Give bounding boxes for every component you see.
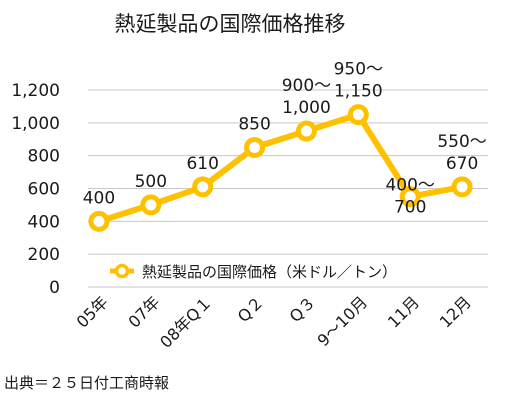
data-label: 850 — [238, 114, 270, 134]
y-tick-label: 800 — [28, 147, 60, 167]
series-group — [88, 104, 473, 232]
data-point — [192, 176, 214, 198]
data-label: 500 — [135, 172, 167, 192]
data-label: 670 — [446, 154, 478, 174]
data-point — [88, 210, 110, 232]
y-tick-label: 0 — [49, 278, 60, 298]
y-tick-label: 200 — [28, 245, 60, 265]
data-label: 610 — [186, 154, 218, 174]
data-label: 900～ — [282, 76, 331, 96]
data-point — [140, 194, 162, 216]
data-point — [347, 104, 369, 126]
legend: 熱延製品の国際価格（米ドル／トン） — [110, 263, 397, 281]
data-label: 700 — [394, 198, 426, 218]
x-tick-label: Q２ — [234, 292, 268, 326]
data-label: 400～ — [385, 176, 434, 196]
data-point — [244, 136, 266, 158]
x-tick-label: 9～10月 — [313, 292, 371, 350]
y-tick-label: 1,000 — [11, 114, 60, 134]
gridlines — [88, 89, 488, 288]
x-tick-label: Q３ — [286, 292, 320, 326]
data-point — [399, 186, 421, 208]
y-tick-label: 400 — [28, 212, 60, 232]
data-label: 950～ — [334, 60, 383, 80]
data-label: 1,000 — [282, 98, 331, 118]
x-tick-label: 05年 — [73, 292, 112, 331]
legend-marker — [114, 263, 130, 279]
data-point — [295, 120, 317, 142]
y-tick-label: 1,200 — [11, 81, 60, 101]
y-axis: 0 200 400 600 800 1,000 1,200 — [11, 81, 60, 298]
x-tick-label: 12月 — [436, 292, 475, 331]
data-point — [451, 176, 473, 198]
x-tick-label: 08年Q１ — [156, 292, 215, 351]
x-tick-label: 11月 — [384, 292, 423, 331]
data-label: 550～ — [437, 132, 486, 152]
legend-label: 熱延製品の国際価格（米ドル／トン） — [142, 263, 397, 281]
data-label: 1,150 — [334, 82, 383, 102]
chart-title: 熱延製品の国際価格推移 — [115, 12, 346, 36]
x-tick-label: 07年 — [124, 292, 163, 331]
y-tick-label: 600 — [28, 180, 60, 200]
data-label: 400 — [83, 188, 115, 208]
source-note: 出典＝２５日付工商時報 — [4, 374, 169, 392]
